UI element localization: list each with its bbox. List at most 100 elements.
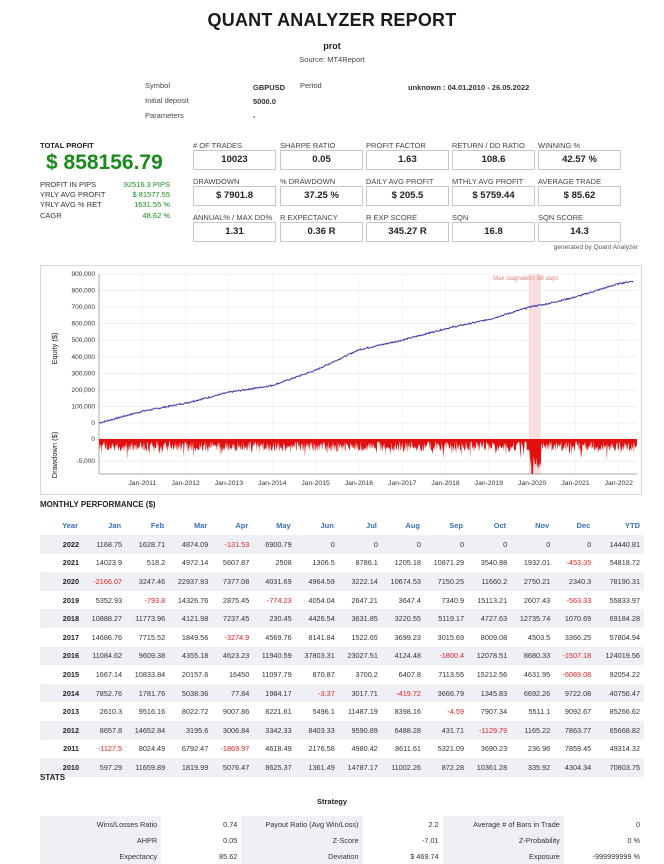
year-cell: 2020 <box>40 572 82 591</box>
month-header-oct: Oct <box>493 520 507 530</box>
month-value-cell: 8009.08 <box>480 632 508 642</box>
x-tick-label: Jan-2016 <box>345 480 374 487</box>
month-header-may: May <box>276 520 291 530</box>
month-value-cell: 10871.29 <box>433 558 465 568</box>
month-header-apr: Apr <box>235 520 249 530</box>
month-value-cell: -2166.07 <box>82 572 126 591</box>
month-value-cell: 8403.33 <box>294 720 338 740</box>
month-value-cell: 77.84 <box>211 683 253 703</box>
month-value-cell: 3700.2 <box>355 669 378 679</box>
table-row: 2015 1667.14 10833.84 20157.6 16450 11097.79 8… <box>40 665 644 684</box>
ytd-cell: 57804.94 <box>609 632 640 642</box>
month-header-nov: Nov <box>535 520 550 530</box>
month-value-cell: 7113.55 <box>438 669 465 679</box>
month-value-cell: 10361.28 <box>467 758 511 777</box>
table-row: Wins/Losses Ratio 0.74 Payout Ratio (Avg W… <box>40 816 644 832</box>
month-value-cell: 5076.47 <box>211 758 253 777</box>
stat-value: 0.05 <box>223 835 238 845</box>
month-value-cell: -1507.18 <box>553 646 595 666</box>
winning-pct-label: WINNING % <box>538 141 581 150</box>
year-cell: 2019 <box>62 595 79 605</box>
month-value-cell: 8141.84 <box>308 632 335 642</box>
month-value-cell: 11659.89 <box>125 758 169 777</box>
year-cell: 2021 <box>62 558 79 568</box>
month-value-cell: 7907.34 <box>480 707 508 717</box>
stat-value: 0 % <box>627 835 640 845</box>
month-value-cell: 3540.88 <box>480 558 508 568</box>
month-value-cell: 2508 <box>275 558 292 568</box>
month-value-cell: 1849.56 <box>181 632 209 642</box>
symbol-label: Symbol <box>145 81 171 90</box>
table-row: 2018 10888.27 11773.96 4121.98 7237.45 230.45… <box>40 609 644 628</box>
month-value-cell: 9516.16 <box>138 707 166 717</box>
month-value-cell: 14787.17 <box>337 758 381 777</box>
dd-tick-label: 0 <box>91 436 95 443</box>
month-value-cell: 4031.69 <box>252 572 295 591</box>
month-value-cell: 4623.23 <box>211 646 253 666</box>
yearly-avg-return-value: 1631.55 % <box>134 200 170 209</box>
drawdown-axis-label: Drawdown ($) <box>50 431 59 478</box>
stat-label: Average # of Bars in Trade <box>442 816 564 832</box>
month-value-cell: 6692.26 <box>510 683 554 703</box>
profit-in-pips-value: 92516.3 PIPS <box>123 180 170 189</box>
month-value-cell: 1168.75 <box>82 535 126 554</box>
stat-value: 85.62 <box>219 851 238 861</box>
initial-deposit-value: 5000.0 <box>253 97 276 106</box>
year-cell: 2013 <box>62 707 79 717</box>
stat-value: -999999999 % <box>592 851 640 861</box>
sqn-value: 16.8 <box>452 222 535 242</box>
month-value-cell: 6488.28 <box>380 720 424 740</box>
month-value-cell: 11097.79 <box>261 669 292 679</box>
table-row: Expectancy 85.62 Deviation $ 469.74 Exposure… <box>40 848 644 864</box>
month-value-cell: 6407.8 <box>398 669 421 679</box>
month-value-cell: 2875.45 <box>222 595 250 605</box>
month-value-cell: 4121.98 <box>168 609 212 628</box>
month-value-cell: 3220.55 <box>380 609 424 628</box>
month-value-cell: 8680.33 <box>510 646 554 666</box>
ytd-cell: 54818.72 <box>609 558 640 568</box>
y-tick-label: 700,000 <box>72 304 96 311</box>
r-expectancy-value: 0.36 R <box>280 222 363 242</box>
month-value-cell: -793.8 <box>144 595 166 605</box>
y-tick-label: 600,000 <box>72 321 96 328</box>
equity-chart-frame: Max stagnation: 98 days 900,000 800,000 700… <box>40 265 642 495</box>
x-tick-label: Jan-2018 <box>431 480 460 487</box>
month-value-cell: 8625.37 <box>252 758 295 777</box>
month-value-cell: 3631.85 <box>337 609 381 628</box>
x-tick-label: Jan-2019 <box>475 480 504 487</box>
ytd-cell: 55833.97 <box>609 595 640 605</box>
month-value-cell: 3690.23 <box>480 744 508 754</box>
table-row: 2011 -1127.5 8024.49 6792.47 -1869.97 4618.49… <box>40 740 644 759</box>
month-value-cell: 1361.49 <box>294 758 338 777</box>
month-value-cell: 9722.08 <box>553 683 595 703</box>
year-cell: 2015 <box>62 669 79 679</box>
num-trades-label: # OF TRADES <box>193 141 243 150</box>
month-value-cell: 4631.95 <box>523 669 551 679</box>
ytd-cell: 69184.28 <box>594 609 644 628</box>
month-value-cell: 4124.48 <box>380 646 424 666</box>
month-value-cell: 23027.51 <box>337 646 381 666</box>
month-value-cell: 0 <box>337 535 381 554</box>
month-value-cell: 4964.59 <box>294 572 338 591</box>
month-value-cell: -1127.5 <box>97 744 123 754</box>
month-header-jun: Jun <box>320 520 334 530</box>
y-tick-label: 100,000 <box>72 403 96 410</box>
month-header-mar: Mar <box>193 520 208 530</box>
month-value-cell: 15113.21 <box>477 595 508 605</box>
profit-in-pips-label: PROFIT IN PIPS <box>40 180 97 189</box>
x-tick-label: Jan-2022 <box>605 480 634 487</box>
yearly-avg-profit-label: YRLY AVG PROFIT <box>40 190 106 199</box>
x-tick-label: Jan-2014 <box>258 480 287 487</box>
month-value-cell: 10674.53 <box>380 572 424 591</box>
yearly-avg-return-row: YRLY AVG % RET 1631.55 % <box>40 200 170 209</box>
drawdown-area <box>99 439 637 474</box>
month-value-cell: 14686.76 <box>91 632 123 642</box>
drawdown-label: DRAWDOWN <box>193 177 240 186</box>
stagnation-label: Max stagnation: 98 days <box>493 276 558 282</box>
month-header-jul: Jul <box>366 520 377 530</box>
month-value-cell: 3366.25 <box>564 632 592 642</box>
table-row: 2021 14023.9 518.2 4972.14 5607.87 2508 1306.5… <box>40 554 644 573</box>
y-tick-label: 300,000 <box>72 370 96 377</box>
month-value-cell: 8221.61 <box>265 707 292 717</box>
month-header-aug: Aug <box>405 520 420 530</box>
